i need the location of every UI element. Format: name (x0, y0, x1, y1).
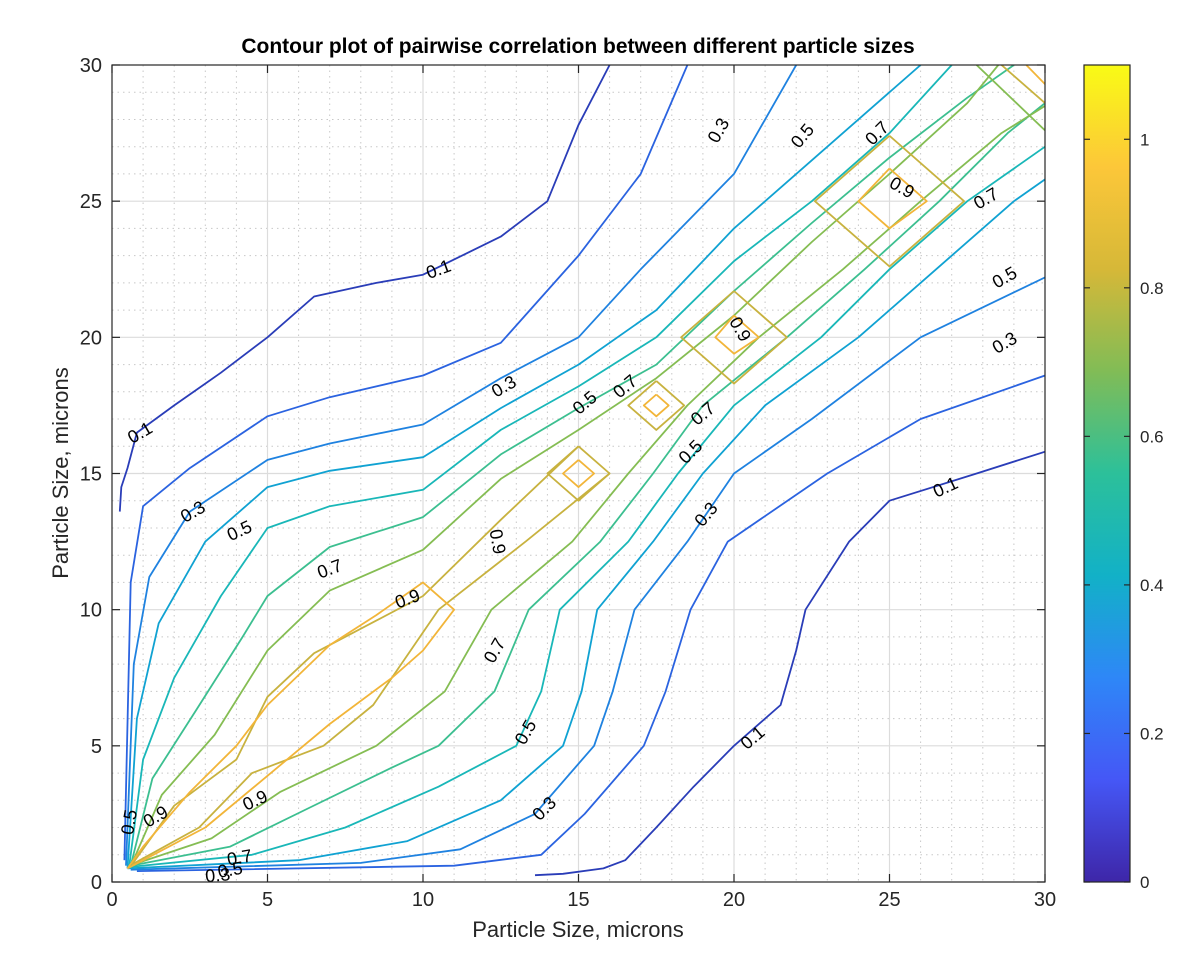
y-tick-label: 15 (80, 464, 102, 486)
colorbar-tick-label: 0.2 (1140, 724, 1164, 743)
y-tick-label: 5 (91, 736, 102, 758)
y-tick-label: 25 (80, 191, 102, 213)
contour-label: 0.9 (486, 528, 510, 556)
y-tick-label: 10 (80, 600, 102, 622)
colorbar-tick-label: 0 (1140, 873, 1149, 892)
x-tick-label: 15 (567, 889, 589, 911)
x-tick-label: 0 (106, 889, 117, 911)
y-tick-label: 0 (91, 872, 102, 894)
x-tick-label: 10 (412, 889, 434, 911)
colorbar-tick-label: 0.8 (1140, 279, 1164, 298)
colorbar-tick-label: 0.6 (1140, 427, 1164, 446)
x-tick-label: 30 (1034, 889, 1056, 911)
colorbar (1084, 65, 1130, 882)
x-axis-label: Particle Size, microns (472, 917, 684, 942)
y-axis-label: Particle Size, microns (48, 367, 73, 579)
x-tick-label: 20 (723, 889, 745, 911)
colorbar-tick-label: 1 (1140, 130, 1149, 149)
chart-title: Contour plot of pairwise correlation bet… (241, 35, 914, 58)
y-tick-label: 30 (80, 55, 102, 77)
y-tick-label: 20 (80, 327, 102, 349)
x-tick-label: 5 (262, 889, 273, 911)
colorbar-tick-label: 0.4 (1140, 576, 1164, 595)
x-tick-label: 25 (878, 889, 900, 911)
contour-label: 0.5 (117, 808, 141, 836)
contour-label: 0.3 (204, 864, 231, 886)
